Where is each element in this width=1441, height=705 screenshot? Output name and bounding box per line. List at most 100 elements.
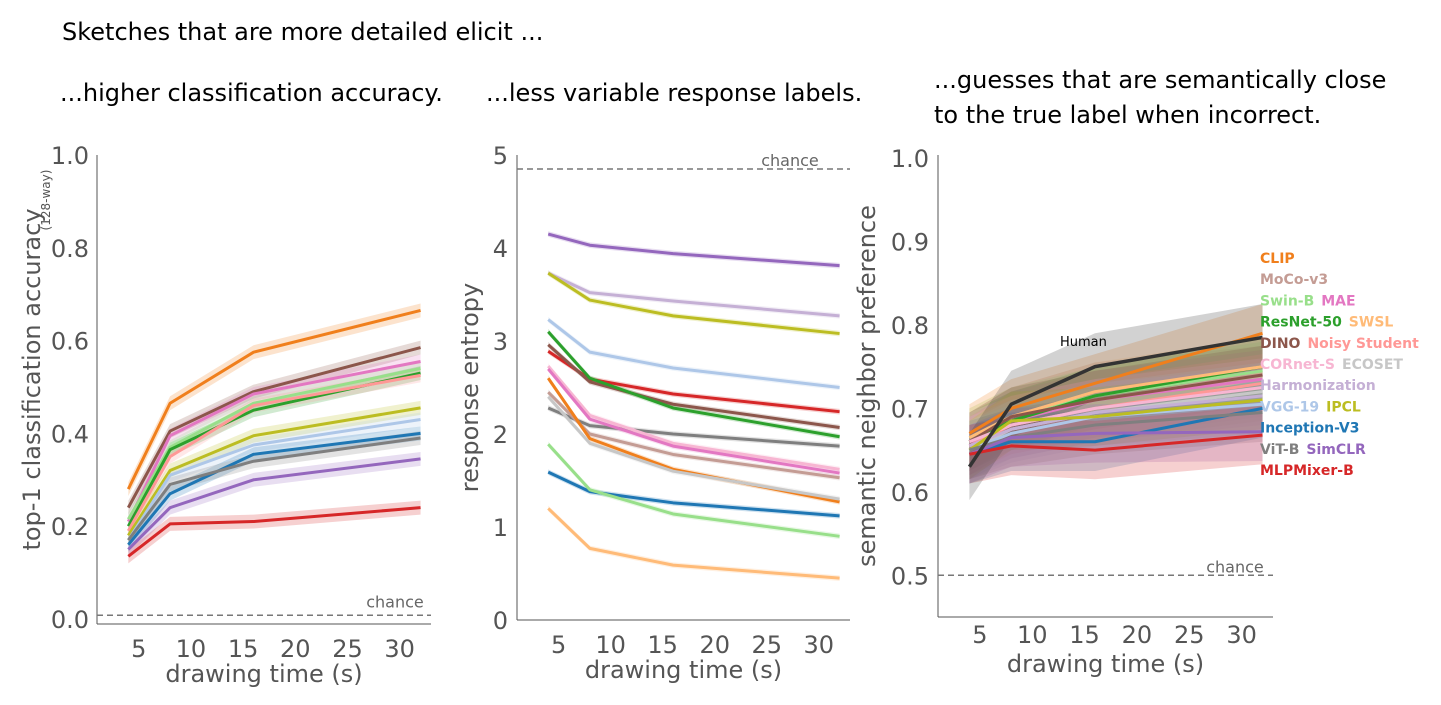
series-line-9: [547, 365, 840, 471]
series-band-11: [548, 389, 840, 481]
chart-panel-1: chance 0.0 0.2 0.4 0.6 0.8 1.0 5 10 15 20 25 30 drawi…: [18, 142, 431, 688]
chance-label: chance: [1206, 557, 1264, 576]
series-band-14: [969, 379, 1263, 484]
series-band-17: [969, 405, 1263, 484]
x-tick-label: 10: [595, 631, 626, 659]
series-line-3: [547, 271, 840, 336]
panel-title-semantic-line-1: ...guesses that are semantically close: [934, 66, 1387, 94]
legend-label: CLIP: [1260, 251, 1295, 267]
series-line-1: [968, 331, 1263, 435]
series-line-11: [127, 457, 421, 551]
series-line-4: [127, 366, 421, 520]
series-line-6: [127, 373, 421, 532]
series-line-3: [126, 360, 421, 523]
y-tick-label: 0.7: [891, 395, 929, 423]
y-tick-label: 0.8: [51, 235, 89, 263]
x-tick-label: 5: [131, 635, 146, 663]
y-tick-label: 1.0: [891, 145, 929, 173]
x-tick-label: 15: [1069, 621, 1100, 649]
chance-label: chance: [761, 151, 819, 170]
y-axis-label-note: (128-way): [39, 170, 53, 231]
y-tick-label: 0.6: [891, 479, 929, 507]
legend-label: VGG-19: [1260, 399, 1319, 415]
series-line-10: [547, 367, 840, 475]
series-band-10: [969, 362, 1263, 480]
x-tick-label: 15: [228, 635, 259, 663]
y-tick-label: 0.2: [51, 513, 89, 541]
x-tick-label: 10: [176, 635, 207, 663]
series-line-7: [127, 406, 421, 537]
human-series-line: [967, 335, 1263, 468]
panel-title-semantic-line-2: to the true label when incorrect.: [934, 101, 1322, 129]
legend-label: SWSL: [1349, 315, 1394, 331]
x-tick-label: 20: [699, 631, 730, 659]
series-band-8: [128, 412, 421, 548]
legend-label: MLPMixer-B: [1260, 463, 1354, 479]
series-line-16: [547, 507, 840, 580]
legend-label: ECOSET: [1342, 357, 1403, 373]
y-axis-label: top-1 classification accuracy: [18, 208, 46, 550]
series-line-1: [126, 308, 421, 490]
series-line-10: [127, 436, 421, 542]
series-line-2: [126, 346, 421, 509]
y-tick-label: 0: [493, 607, 508, 635]
x-tick-label: 30: [1226, 621, 1257, 649]
x-tick-label: 20: [1122, 621, 1153, 649]
series-band-1: [128, 303, 421, 497]
series-band-6: [969, 337, 1263, 467]
series-line-11: [547, 391, 840, 480]
chart-panel-2: chance 0 1 2 3 4 5 5 10 15 20 25 30 drawing time (s) r…: [456, 142, 850, 684]
y-tick-label: 0.8: [891, 312, 929, 340]
series-band-7: [128, 400, 421, 543]
series-line-12: [127, 506, 421, 558]
y-tick-label: 4: [493, 235, 508, 263]
x-tick-label: 15: [647, 631, 678, 659]
series-line-17: [969, 433, 1263, 456]
series-line-2: [547, 271, 840, 318]
legend-label: Noisy Student: [1307, 336, 1419, 352]
x-tick-label: 20: [280, 635, 311, 663]
legend-label: MAE: [1321, 293, 1355, 309]
series-line-6: [968, 365, 1263, 439]
series-line-12: [968, 402, 1263, 452]
x-tick-label: 30: [804, 631, 835, 659]
series-band-4: [128, 361, 421, 527]
y-tick-label: 0.5: [891, 562, 929, 590]
series-line-16: [968, 430, 1263, 456]
series-line-7: [547, 330, 840, 439]
x-tick-label: 5: [551, 631, 566, 659]
panel-title-entropy: ...less variable response labels.: [486, 79, 863, 107]
x-tick-label: 10: [1017, 621, 1048, 649]
figure-headline: Sketches that are more detailed elicit .…: [62, 18, 544, 46]
x-tick-label: 5: [972, 621, 987, 649]
x-axis-label: drawing time (s): [165, 660, 362, 688]
series-line-14: [968, 406, 1263, 456]
legend-label: Harmonization: [1260, 378, 1376, 394]
human-label: Human: [1060, 335, 1107, 350]
series-line-8: [127, 417, 421, 541]
y-axis-label: response entropy: [456, 283, 484, 492]
series-band-12: [128, 500, 421, 564]
y-tick-label: 0.9: [891, 228, 929, 256]
y-tick-label: 1.0: [51, 142, 89, 170]
series-line-15: [968, 411, 1263, 452]
series-band-18: [969, 304, 1263, 501]
series-line-13: [547, 395, 840, 501]
y-tick-label: 0.4: [51, 420, 89, 448]
y-tick-label: 0.6: [51, 328, 89, 356]
x-axis-label: drawing time (s): [1007, 650, 1204, 678]
x-tick-label: 25: [332, 635, 363, 663]
legend-label: Inception-V3: [1260, 421, 1359, 437]
series-line-15: [547, 443, 840, 538]
panel-title-accuracy: ...higher classification accuracy.: [60, 79, 443, 107]
series-line-1: [547, 232, 840, 268]
chance-label: chance: [366, 592, 424, 611]
y-tick-label: 1: [493, 514, 508, 542]
legend-label: DINO: [1260, 336, 1301, 352]
legend-label: ViT-B: [1260, 442, 1299, 458]
legend-label: CORnet-S: [1260, 357, 1335, 373]
series-line-4: [547, 318, 840, 389]
series-line-7: [968, 373, 1263, 444]
y-tick-label: 2: [493, 421, 508, 449]
